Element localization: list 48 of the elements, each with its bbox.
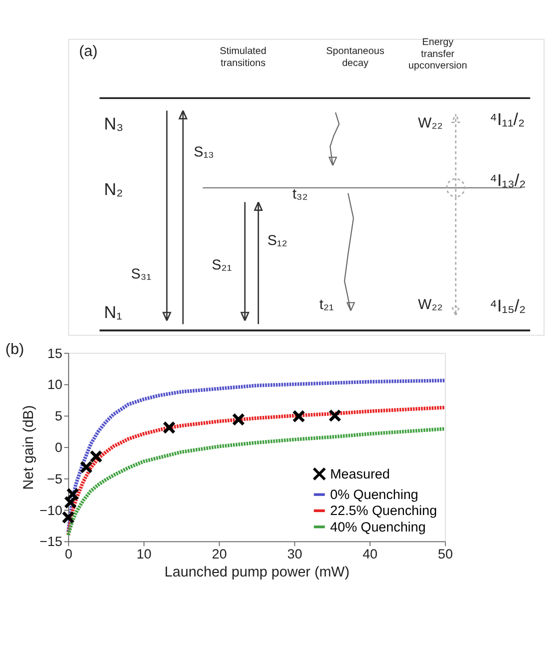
text: S₃₁: [130, 266, 152, 282]
legend-label: 40% Quenching: [330, 519, 426, 534]
x-tick-label: 50: [438, 546, 453, 562]
point: [62, 510, 75, 524]
text: N₃: [104, 114, 124, 134]
text: ⁴I₁₃/₂: [490, 171, 526, 190]
y-tick-label: −15: [40, 534, 62, 550]
legend-label: Measured: [330, 466, 390, 482]
text: S₁₂: [267, 233, 288, 250]
text: t₂₁: [319, 296, 334, 313]
line-series: [66, 378, 447, 534]
y-axis-title: Net gain (dB): [21, 405, 38, 490]
point: [292, 410, 306, 423]
legend-label: 22.5% Quenching: [330, 503, 437, 518]
y-tick-label: −5: [47, 471, 62, 486]
point: [90, 450, 103, 463]
point: [328, 409, 342, 422]
text: N₁: [104, 302, 122, 322]
text: t₃₂: [292, 186, 308, 203]
y-tick-label: 10: [47, 377, 62, 392]
x-tick-label: 30: [287, 546, 302, 562]
text: Spontaneous decay: [326, 46, 384, 69]
line-series: [66, 406, 447, 537]
text: S₁₃: [194, 144, 214, 160]
text: S₂₁: [212, 257, 232, 274]
y-tick-label: −10: [40, 502, 62, 518]
x-tick-label: 20: [212, 546, 227, 562]
text: ⁴I₁₅/₂: [490, 296, 526, 316]
x-axis-title: Launched pump power (mW): [164, 564, 350, 581]
text: (b): [5, 340, 24, 358]
y-tick-label: 0: [54, 440, 62, 455]
text: Stimulated transitions: [220, 46, 266, 69]
legend-label: 0% Quenching: [330, 487, 418, 502]
text: W₂₂: [418, 116, 443, 132]
point: [80, 460, 93, 474]
line-series: [66, 427, 447, 537]
text: ⁴I₁₁/₂: [490, 110, 525, 129]
text: (a): [78, 42, 98, 60]
x-tick-label: 0: [64, 546, 72, 562]
x-tick-label: 10: [136, 546, 152, 562]
text: Energy transfer upconversion: [408, 37, 468, 72]
point: [162, 421, 176, 434]
text: W₂₂: [418, 296, 443, 313]
x-tick-label: 40: [362, 546, 378, 562]
y-tick-label: 15: [47, 346, 62, 361]
text: N₂: [104, 180, 123, 199]
point: [232, 412, 245, 426]
y-tick-label: 5: [54, 408, 62, 424]
